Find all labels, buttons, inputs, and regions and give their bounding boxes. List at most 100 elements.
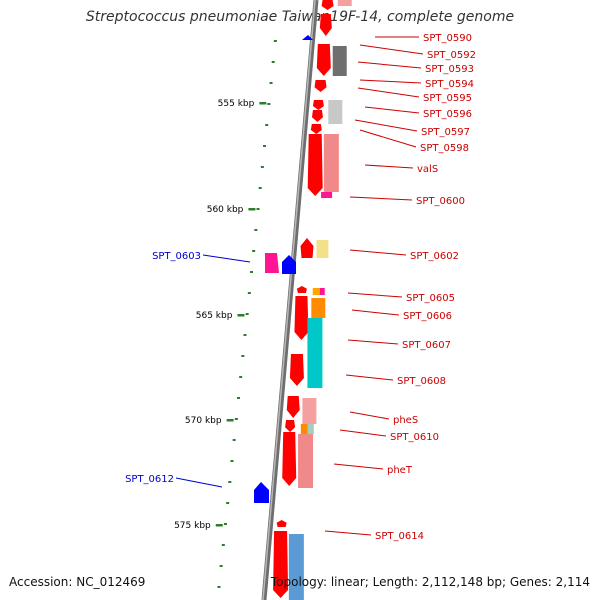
ruler-minor-tick (228, 481, 232, 483)
ruler-major-tick (259, 102, 267, 105)
forward-gene-label[interactable]: pheT (387, 465, 413, 476)
gene-annotation-box[interactable] (312, 288, 320, 295)
reverse-gene-label[interactable]: SPT_0603 (152, 251, 201, 262)
forward-gene-label[interactable]: SPT_0610 (390, 432, 439, 443)
ruler-minor-tick (232, 439, 236, 441)
reverse-label-line (202, 254, 251, 263)
forward-gene-label[interactable]: SPT_0607 (402, 340, 451, 351)
gene-annotation-box[interactable] (298, 434, 314, 488)
forward-gene-label[interactable]: SPT_0606 (403, 311, 452, 322)
genome-title: Streptococcus pneumoniae Taiwan19F-14, c… (85, 9, 515, 25)
forward-gene-label[interactable]: SPT_0605 (406, 293, 455, 304)
forward-gene-label[interactable]: SPT_0598 (420, 143, 469, 154)
ruler-major-tick (248, 208, 256, 211)
gene-annotation-box[interactable] (319, 288, 325, 295)
forward-gene-label[interactable]: SPT_0602 (410, 251, 459, 262)
gene-annotation-box[interactable] (328, 100, 343, 124)
forward-gene-arrow[interactable] (285, 420, 296, 432)
forward-gene-label[interactable]: SPT_0608 (397, 376, 446, 387)
forward-gene-label[interactable]: pheS (393, 415, 418, 426)
ruler-minor-tick (230, 460, 234, 462)
genome-backbone (261, 0, 319, 600)
genome-summary: Topology: linear; Length: 2,112,148 bp; … (270, 575, 590, 589)
forward-label-line (345, 374, 394, 381)
gene-features (254, 0, 352, 600)
ruler-minor-tick (260, 166, 264, 168)
forward-gene-label[interactable]: SPT_0614 (375, 531, 424, 542)
gene-annotation-box[interactable] (311, 298, 326, 318)
gene-annotation-box[interactable] (307, 318, 323, 388)
reverse-gene-label[interactable]: SPT_0612 (125, 474, 174, 485)
forward-gene-label[interactable]: SPT_0590 (423, 33, 472, 44)
gene-annotation-box[interactable] (323, 134, 339, 192)
forward-gene-arrow[interactable] (282, 432, 297, 486)
gene-annotation-box[interactable] (302, 398, 317, 424)
ruler-minor-tick (245, 313, 249, 315)
gene-annotation-box[interactable] (337, 0, 352, 6)
forward-gene-label[interactable]: SPT_0593 (425, 64, 474, 75)
ruler-minor-tick (265, 124, 269, 126)
forward-gene-arrow[interactable] (300, 238, 314, 258)
gene-annotation-box[interactable] (288, 534, 304, 600)
forward-gene-arrow[interactable] (312, 100, 324, 110)
forward-gene-label[interactable]: valS (417, 164, 438, 175)
ruler-minor-tick (236, 397, 240, 399)
reverse-gene-arrow[interactable] (265, 253, 279, 273)
ruler-minor-tick (252, 250, 256, 252)
reverse-gene-arrow[interactable] (282, 255, 296, 274)
forward-label-line (364, 164, 414, 169)
forward-gene-label[interactable]: SPT_0592 (427, 50, 476, 61)
forward-label-line (349, 411, 390, 420)
ruler-major-tick (237, 314, 245, 317)
forward-gene-arrow[interactable] (316, 44, 331, 76)
forward-gene-label[interactable]: SPT_0597 (421, 127, 470, 138)
forward-gene-arrow[interactable] (314, 80, 327, 92)
gene-annotation-box[interactable] (307, 424, 314, 434)
forward-gene-arrow[interactable] (273, 531, 289, 598)
forward-label-line (359, 129, 417, 148)
forward-gene-arrow[interactable] (296, 286, 307, 293)
forward-label-line (354, 119, 418, 132)
gene-annotation-box[interactable] (316, 240, 329, 258)
ruler-minor-tick (226, 502, 230, 504)
forward-gene-arrow[interactable] (307, 134, 323, 196)
forward-gene-label[interactable]: SPT_0595 (423, 93, 472, 104)
forward-gene-arrow[interactable] (310, 124, 322, 134)
ruler-major-tick (215, 524, 223, 527)
forward-gene-arrow[interactable] (294, 296, 309, 340)
ruler-minor-tick (239, 376, 243, 378)
forward-label-line (324, 530, 372, 536)
reverse-label-line (175, 477, 223, 488)
forward-gene-arrow[interactable] (276, 520, 287, 527)
reverse-gene-arrow[interactable] (302, 35, 313, 40)
ruler-label: 555 kbp (218, 99, 255, 109)
reverse-gene-arrow[interactable] (254, 482, 269, 503)
forward-gene-arrow[interactable] (286, 396, 300, 418)
genome-backbone-highlight (262, 0, 316, 600)
forward-gene-label[interactable]: SPT_0594 (425, 79, 474, 90)
ruler-minor-tick (273, 40, 277, 42)
forward-gene-label[interactable]: SPT_0596 (423, 109, 472, 120)
gene-labels: SPT_0590 SPT_0592 SPT_0593 SPT_0594 SPT_0595… (125, 33, 476, 542)
ruler-major-tick (226, 419, 234, 422)
ruler-label: 575 kbp (174, 521, 211, 531)
ruler-dots (217, 40, 277, 588)
forward-gene-arrow[interactable] (289, 354, 304, 386)
forward-gene-label[interactable]: SPT_0600 (416, 196, 465, 207)
gene-annotation-box[interactable] (300, 424, 308, 434)
ruler-minor-tick (263, 145, 267, 147)
ruler-minor-tick (241, 355, 245, 357)
forward-gene-arrow[interactable] (321, 0, 334, 10)
forward-gene-arrow[interactable] (319, 14, 332, 36)
ruler-minor-tick (254, 229, 258, 231)
forward-label-line (364, 106, 420, 114)
forward-gene-arrow[interactable] (311, 110, 323, 122)
gene-annotation-box[interactable] (332, 46, 347, 76)
gene-annotation-box[interactable] (321, 192, 333, 198)
ruler-minor-tick (234, 418, 238, 420)
ruler-minor-tick (258, 187, 262, 189)
forward-label-line (339, 429, 387, 437)
ruler-minor-tick (219, 565, 223, 567)
